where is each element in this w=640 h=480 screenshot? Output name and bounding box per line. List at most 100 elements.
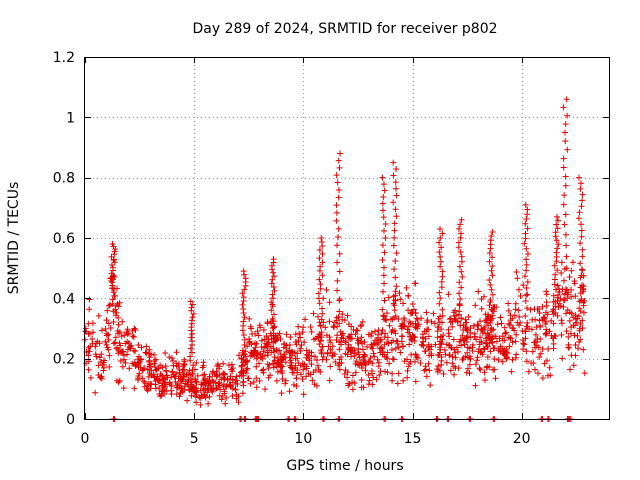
data-point xyxy=(487,316,494,323)
data-point xyxy=(270,269,277,276)
data-point xyxy=(482,311,489,318)
data-point xyxy=(381,316,388,323)
data-point xyxy=(112,339,119,346)
data-point xyxy=(532,366,539,373)
data-point xyxy=(181,358,188,365)
data-point xyxy=(189,366,196,373)
data-point xyxy=(110,340,117,347)
data-point xyxy=(348,323,355,330)
data-point xyxy=(270,339,277,346)
data-point xyxy=(433,366,440,373)
data-point xyxy=(293,382,300,389)
data-point xyxy=(499,358,506,365)
data-point xyxy=(525,368,532,375)
data-point xyxy=(316,255,323,262)
data-point xyxy=(406,329,413,336)
data-point xyxy=(301,339,308,346)
data-point xyxy=(345,346,352,353)
data-point xyxy=(545,345,552,352)
data-point xyxy=(102,325,109,332)
data-point xyxy=(434,328,441,335)
data-point xyxy=(370,341,377,348)
data-point xyxy=(244,365,251,372)
data-point xyxy=(380,207,387,214)
data-point xyxy=(189,349,196,356)
data-point xyxy=(132,327,139,334)
data-point xyxy=(294,355,301,362)
data-point xyxy=(176,369,183,376)
data-point xyxy=(576,338,583,345)
data-point xyxy=(238,369,245,376)
data-point xyxy=(459,332,466,339)
data-point xyxy=(456,338,463,345)
data-point xyxy=(566,274,573,281)
data-point xyxy=(318,349,325,356)
data-point xyxy=(404,356,411,363)
data-point xyxy=(253,363,260,370)
data-point xyxy=(384,355,391,362)
data-point xyxy=(239,301,246,308)
data-point xyxy=(313,357,320,364)
data-point xyxy=(327,346,334,353)
data-point xyxy=(389,377,396,384)
data-point xyxy=(187,353,194,360)
data-point xyxy=(245,375,252,382)
data-point xyxy=(447,315,454,322)
data-point xyxy=(412,309,419,316)
data-point xyxy=(235,399,242,406)
data-point xyxy=(337,150,344,157)
data-point xyxy=(176,393,183,400)
data-point xyxy=(375,359,382,366)
data-point xyxy=(306,355,313,362)
data-point xyxy=(190,362,197,369)
data-point xyxy=(394,380,401,387)
data-point xyxy=(469,347,476,354)
data-point xyxy=(560,297,567,304)
data-point xyxy=(286,388,293,395)
data-point xyxy=(173,382,180,389)
data-point xyxy=(554,312,561,319)
data-point xyxy=(487,326,494,333)
data-point xyxy=(99,327,106,334)
data-point xyxy=(563,96,570,103)
data-point xyxy=(523,215,530,222)
data-point xyxy=(112,306,119,313)
data-point xyxy=(332,358,339,365)
data-point xyxy=(388,339,395,346)
data-point xyxy=(173,349,180,356)
data-point xyxy=(432,341,439,348)
data-point xyxy=(490,304,497,311)
data-point xyxy=(187,372,194,379)
data-point xyxy=(578,221,585,228)
data-point xyxy=(464,344,471,351)
data-point xyxy=(297,334,304,341)
data-point xyxy=(302,316,309,323)
data-point xyxy=(381,187,388,194)
data-point xyxy=(554,282,561,289)
x-axis-label: GPS time / hours xyxy=(286,458,403,474)
data-point xyxy=(551,332,558,339)
data-point xyxy=(271,311,278,318)
data-point xyxy=(379,345,386,352)
data-point xyxy=(327,363,334,370)
data-point xyxy=(177,389,184,396)
data-point xyxy=(403,284,410,291)
data-point xyxy=(242,275,249,282)
data-point xyxy=(458,216,465,223)
data-point xyxy=(265,374,272,381)
data-point xyxy=(297,371,304,378)
data-point xyxy=(406,341,413,348)
data-point xyxy=(487,336,494,343)
data-point xyxy=(578,227,585,234)
data-point xyxy=(544,357,551,364)
data-point xyxy=(541,315,548,322)
data-point xyxy=(187,379,194,386)
data-point xyxy=(112,302,119,309)
data-point xyxy=(426,346,433,353)
data-point xyxy=(393,192,400,199)
data-point xyxy=(117,357,124,364)
data-point xyxy=(570,314,577,321)
data-point xyxy=(367,354,374,361)
data-point xyxy=(524,291,531,298)
data-point xyxy=(408,336,415,343)
